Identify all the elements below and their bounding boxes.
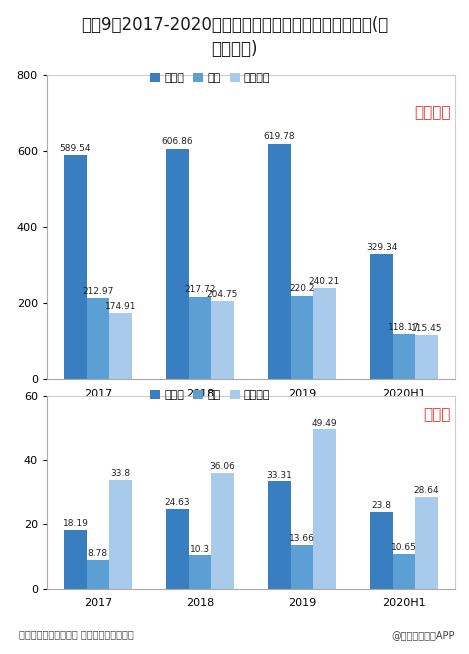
Text: 329.34: 329.34 <box>366 243 397 252</box>
Text: 49.49: 49.49 <box>311 419 337 428</box>
Text: 220.2: 220.2 <box>289 284 315 294</box>
Text: 资料来源：各公司财报 前瞻产业研究院整理: 资料来源：各公司财报 前瞻产业研究院整理 <box>19 630 134 640</box>
Text: 24.63: 24.63 <box>165 498 190 508</box>
Bar <box>268 481 291 589</box>
Legend: 康师傅, 统一, 农夫山泉: 康师傅, 统一, 农夫山泉 <box>145 69 275 88</box>
Bar <box>268 144 291 379</box>
Text: 18.19: 18.19 <box>62 519 88 528</box>
Bar <box>109 480 132 589</box>
Text: 115.45: 115.45 <box>411 324 442 333</box>
Text: 10.65: 10.65 <box>391 543 417 553</box>
Bar <box>370 512 393 589</box>
Text: 净利润: 净利润 <box>424 407 451 422</box>
Bar <box>64 155 87 379</box>
Text: 10.3: 10.3 <box>190 545 210 553</box>
Text: 13.66: 13.66 <box>289 534 315 543</box>
Bar <box>189 296 211 379</box>
Text: @前瞻经济学人APP: @前瞻经济学人APP <box>392 630 455 640</box>
Bar <box>291 296 313 379</box>
Bar <box>415 496 438 589</box>
Bar <box>313 430 336 589</box>
Text: 33.31: 33.31 <box>266 471 292 479</box>
Text: 118.17: 118.17 <box>388 323 420 332</box>
Text: 174.91: 174.91 <box>105 301 136 311</box>
Bar <box>64 530 87 589</box>
Bar <box>291 545 313 589</box>
Text: 33.8: 33.8 <box>110 469 130 478</box>
Bar <box>211 301 234 379</box>
Text: 212.97: 212.97 <box>82 287 113 296</box>
Text: 240.21: 240.21 <box>309 277 340 286</box>
Text: 图表9：2017-2020上半年茶饮料主要企业经营业绩对比(单
位：亿元): 图表9：2017-2020上半年茶饮料主要企业经营业绩对比(单 位：亿元) <box>81 16 388 58</box>
Text: 8.78: 8.78 <box>88 549 108 559</box>
Text: 606.86: 606.86 <box>162 137 193 146</box>
Text: 23.8: 23.8 <box>371 501 392 510</box>
Bar <box>393 555 415 589</box>
Bar <box>393 334 415 379</box>
Text: 36.06: 36.06 <box>210 462 235 471</box>
Text: 589.54: 589.54 <box>60 144 91 153</box>
Text: 28.64: 28.64 <box>414 485 439 494</box>
Text: 217.72: 217.72 <box>184 285 216 294</box>
Text: 营业收入: 营业收入 <box>414 106 451 120</box>
Bar <box>370 254 393 379</box>
Bar <box>166 509 189 589</box>
Bar <box>189 555 211 589</box>
Text: 204.75: 204.75 <box>207 290 238 300</box>
Bar <box>87 298 109 379</box>
Bar <box>415 336 438 379</box>
Bar <box>87 560 109 589</box>
Bar <box>109 313 132 379</box>
Legend: 康师傅, 统一, 农夫山泉: 康师傅, 统一, 农夫山泉 <box>145 386 275 405</box>
Text: 619.78: 619.78 <box>264 133 295 141</box>
Bar <box>313 288 336 379</box>
Bar <box>166 148 189 379</box>
Bar <box>211 473 234 589</box>
